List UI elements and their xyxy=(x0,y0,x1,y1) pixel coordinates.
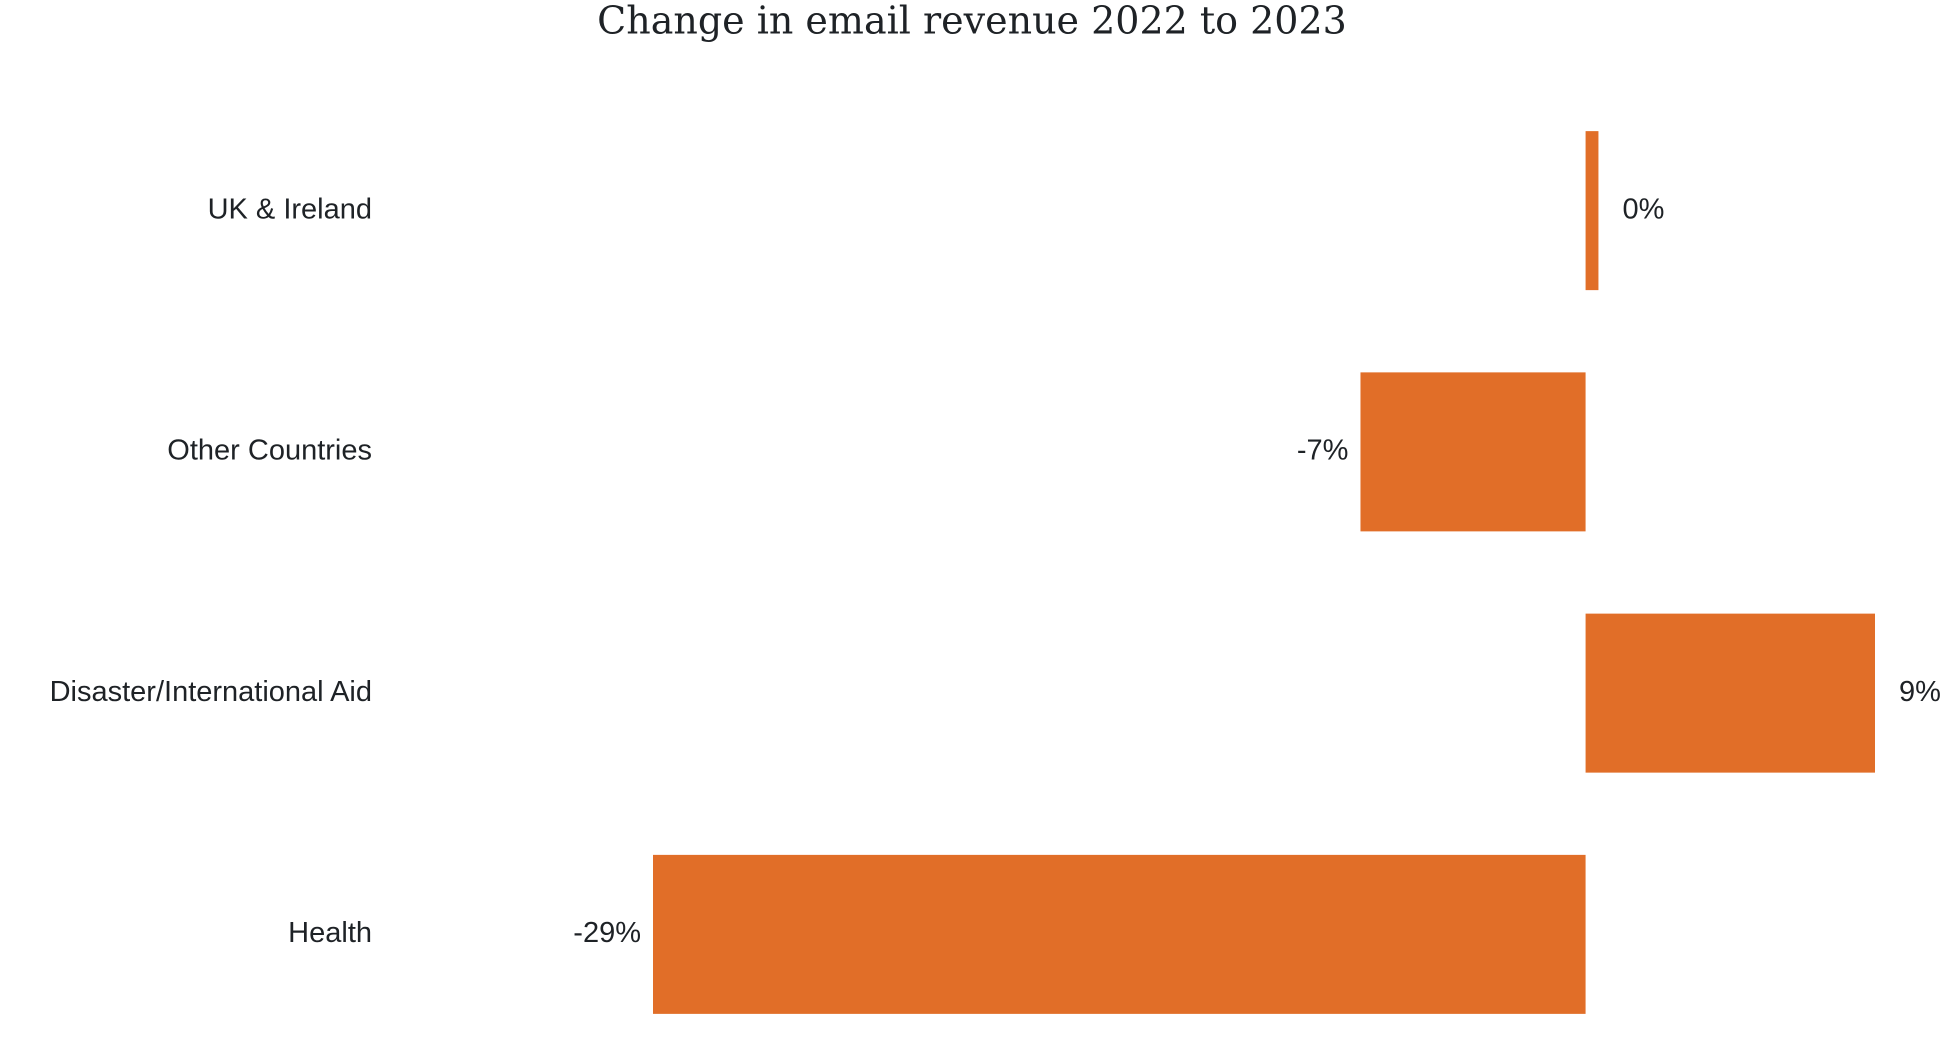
category-label: UK & Ireland xyxy=(208,193,372,225)
value-label: -29% xyxy=(573,917,641,949)
value-label: 0% xyxy=(1622,193,1664,225)
value-label: -7% xyxy=(1297,435,1349,467)
category-label: Health xyxy=(288,917,372,949)
value-label: 9% xyxy=(1899,676,1941,708)
category-label: Other Countries xyxy=(167,435,372,467)
bar xyxy=(1360,372,1586,532)
bar xyxy=(1585,131,1599,291)
bar xyxy=(1585,613,1875,773)
category-label: Disaster/International Aid xyxy=(50,676,372,708)
chart-title: Change in email revenue 2022 to 2023 xyxy=(597,0,1347,43)
bar xyxy=(653,854,1586,1014)
